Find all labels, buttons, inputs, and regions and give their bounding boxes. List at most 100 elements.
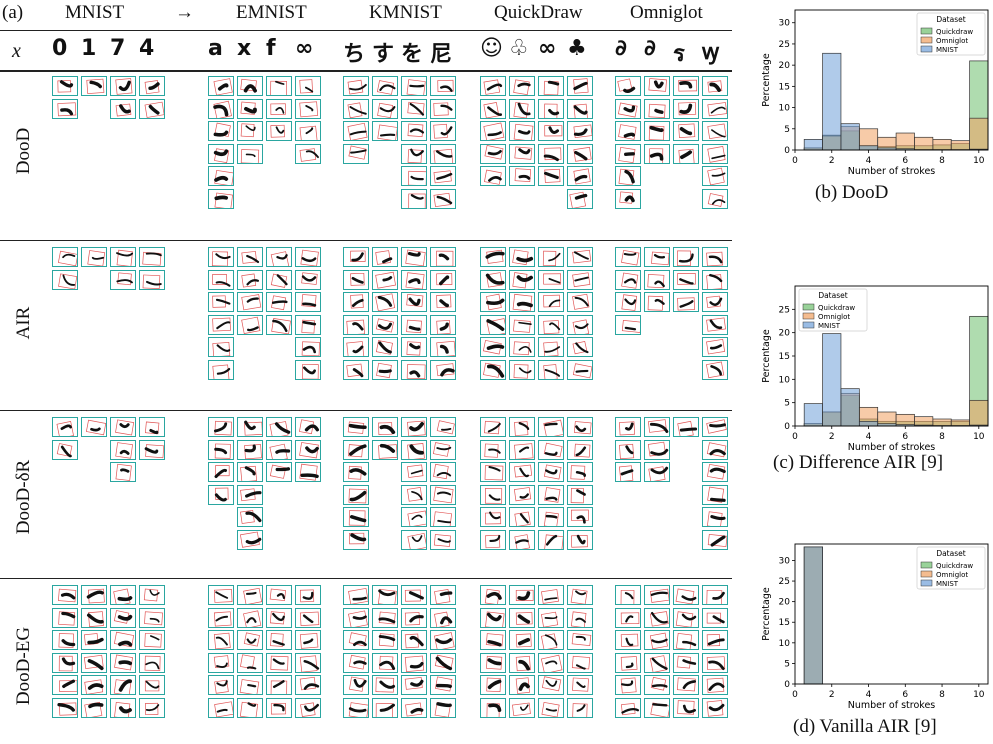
stroke-thumbnail [139,652,165,673]
legend-swatch [920,570,933,578]
stroke-thumbnail [538,484,564,505]
stroke-thumbnail [480,121,506,141]
stroke-thumbnail [430,652,456,673]
stroke-thumbnail [266,98,292,119]
stroke-thumbnail [208,675,234,695]
histogram-bar [803,403,823,427]
stroke-thumbnail [702,337,728,357]
stroke-thumbnail [567,121,593,141]
stroke-thumbnail [81,675,107,695]
stroke-thumbnail [567,292,593,312]
legend-swatch [920,27,933,35]
stroke-thumbnail [567,652,593,673]
stroke-thumbnail [81,630,107,650]
y-tick-label: 30 [779,556,791,566]
stroke-thumbnail [480,652,506,673]
stroke-thumbnail [538,697,564,718]
stroke-thumbnail [401,247,427,267]
x-tick-label: 4 [866,690,872,700]
row-label-dood-dr: DooD-δR [13,459,34,535]
stroke-thumbnail [52,675,78,695]
input-glyph: ∞ [538,36,557,61]
stroke-thumbnail [480,292,506,312]
column-header-kmnist: KMNIST [369,2,442,23]
stroke-thumbnail [702,439,728,460]
stroke-thumbnail [139,630,165,650]
stroke-thumbnail [702,76,728,96]
stroke-thumbnail [372,247,398,267]
stroke-thumbnail [343,439,369,460]
stroke-thumbnail [538,652,564,673]
histogram-bar [932,418,952,427]
stroke-thumbnail [673,143,699,164]
stroke-thumbnail [295,292,321,312]
stroke-thumbnail [538,292,564,312]
stroke-thumbnail [480,359,506,380]
stroke-thumbnail [139,98,165,119]
stroke-thumbnail [567,585,593,605]
stroke-thumbnail [567,359,593,380]
stroke-thumbnail [343,269,369,290]
stroke-thumbnail [673,697,699,718]
stroke-thumbnail [509,675,535,695]
legend-swatch [920,579,933,587]
stroke-thumbnail [237,314,263,335]
stroke-thumbnail [208,337,234,357]
stroke-thumbnail [266,269,292,290]
stroke-thumbnail [110,98,136,119]
stroke-thumbnail [343,607,369,628]
y-axis-label: Percentage [761,587,772,641]
stroke-thumbnail [644,607,670,628]
stroke-thumbnail [208,121,234,141]
stroke-thumbnail [538,269,564,290]
stroke-thumbnail [509,630,535,650]
stroke-thumbnail [644,652,670,673]
stroke-thumbnail [372,697,398,718]
legend-swatch [802,321,815,329]
stroke-thumbnail [615,269,641,290]
stroke-thumbnail [480,166,506,186]
stroke-thumbnail [538,247,564,267]
stroke-thumbnail [237,98,263,119]
stroke-thumbnail [401,417,427,437]
stroke-thumbnail [567,337,593,357]
stroke-thumbnail [401,292,427,312]
input-glyph: ∂ [615,36,627,61]
stroke-thumbnail [401,607,427,628]
section-rule-2 [0,410,732,411]
x-tick-label: 8 [939,690,945,700]
stroke-thumbnail [509,585,535,605]
stroke-thumbnail [480,484,506,505]
stroke-thumbnail [372,585,398,605]
stroke-thumbnail [615,462,641,482]
stroke-thumbnail [567,675,593,695]
legend-swatch [920,45,933,53]
histogram-bar [950,419,970,427]
stroke-thumbnail [343,337,369,357]
stroke-thumbnail [295,76,321,96]
transfer-arrow: → [175,2,194,23]
stroke-thumbnail [208,607,234,628]
stroke-thumbnail [139,697,165,718]
stroke-thumbnail [208,166,234,186]
stroke-thumbnail [237,607,263,628]
histogram-bar [840,123,860,151]
y-tick-label: 10 [779,639,791,649]
stroke-thumbnail [480,675,506,695]
stroke-thumbnail [110,697,136,718]
stroke-thumbnail [139,585,165,605]
stroke-thumbnail [237,462,263,482]
stroke-thumbnail [538,585,564,605]
stroke-thumbnail [480,76,506,96]
stroke-thumbnail [567,76,593,96]
legend-swatch [920,561,933,569]
legend-title: Dataset [936,15,965,24]
stroke-thumbnail [430,143,456,164]
stroke-thumbnail [509,359,535,380]
stroke-thumbnail [480,143,506,164]
stroke-thumbnail [52,76,78,96]
y-tick-label: 5 [784,125,790,135]
legend-entry: Omniglot [936,37,968,45]
stroke-thumbnail [702,697,728,718]
stroke-thumbnail [644,121,670,141]
